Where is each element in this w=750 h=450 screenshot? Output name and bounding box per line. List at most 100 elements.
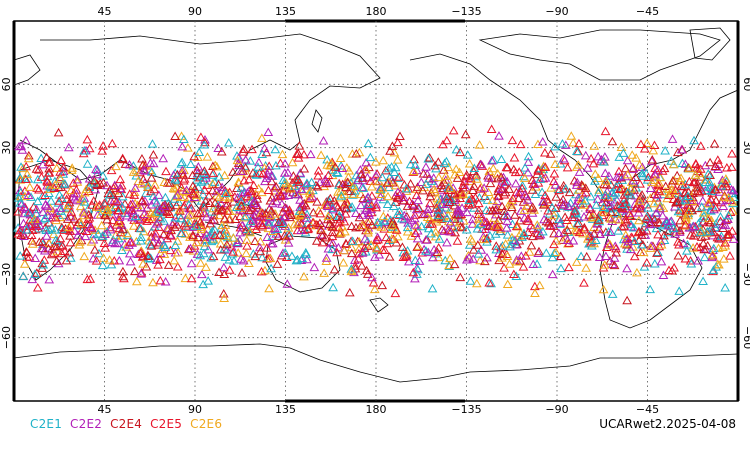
station-marker [457,222,468,232]
station-marker [372,217,383,226]
station-marker [199,140,210,149]
station-marker [277,149,288,159]
station-marker [160,192,171,202]
station-marker [609,197,620,206]
station-marker [381,165,391,175]
station-marker [670,197,681,207]
lat-ticks-right: 60 30 0 −30 −60 [741,77,750,349]
station-marker [673,206,684,216]
station-marker [430,227,441,236]
station-marker [416,177,427,187]
station-marker [390,180,401,190]
station-marker [89,245,100,254]
station-marker [315,208,326,218]
station-marker [236,200,247,210]
station-marker [579,224,590,234]
station-marker [574,138,584,148]
station-marker [663,221,674,230]
station-marker [217,182,227,192]
station-marker [622,188,633,197]
station-marker [388,201,399,210]
station-marker [61,203,72,213]
station-marker [24,182,35,191]
station-marker [20,135,31,145]
station-marker [471,174,482,183]
station-marker [499,179,510,189]
station-marker [118,271,128,281]
station-marker [639,222,649,231]
station-marker [341,163,352,172]
station-marker [618,148,629,157]
station-marker [272,224,283,234]
station-marker [620,230,631,239]
station-marker [439,226,450,235]
station-marker [504,259,515,268]
station-marker [490,229,501,238]
station-marker [487,155,497,165]
station-marker [668,223,679,233]
lon-tick-label: −90 [545,403,568,416]
station-marker [232,192,243,202]
station-marker [103,188,114,197]
station-marker [441,156,452,166]
station-marker [269,185,280,195]
station-marker [287,251,297,260]
station-marker [136,179,147,188]
station-marker [185,159,196,169]
station-marker [278,175,289,184]
station-marker [96,220,107,230]
station-marker [651,207,662,217]
station-marker [74,237,85,246]
station-marker [543,205,553,215]
station-marker [178,175,189,185]
station-marker [528,259,539,269]
station-marker [313,171,323,180]
lat-tick-label: −60 [741,326,750,349]
station-marker [92,169,102,179]
station-marker [653,217,663,227]
station-marker [136,232,146,242]
station-marker [427,283,438,293]
station-marker [45,157,55,166]
station-marker [201,173,211,182]
station-marker [251,200,261,210]
station-marker [619,194,629,204]
station-marker [607,289,618,298]
station-marker [204,191,214,200]
station-marker [139,209,150,218]
station-marker [643,172,654,182]
station-marker [405,179,416,188]
station-marker [681,246,692,255]
station-marker [632,267,642,277]
station-marker [178,170,189,179]
station-marker [261,147,272,157]
station-marker [198,189,209,199]
station-marker [320,200,330,209]
station-marker [620,163,631,173]
station-marker [241,248,252,258]
station-marker [560,184,571,193]
station-marker [634,196,645,205]
station-marker [606,214,616,223]
station-marker [514,215,525,225]
station-marker [517,180,528,190]
station-marker [377,183,388,192]
station-marker [458,189,469,198]
station-marker [16,230,26,239]
station-marker [339,245,349,255]
station-marker [425,219,435,228]
station-marker [320,232,331,242]
station-marker [100,210,111,220]
station-marker [55,233,66,243]
station-marker [368,277,379,287]
station-marker [176,182,187,192]
station-marker [36,243,47,253]
station-marker [384,177,394,186]
station-marker [237,267,247,277]
station-marker [98,141,108,150]
station-marker [393,187,403,196]
station-marker [728,185,739,195]
station-marker [649,140,660,150]
station-marker [696,202,707,211]
station-marker [327,244,338,254]
